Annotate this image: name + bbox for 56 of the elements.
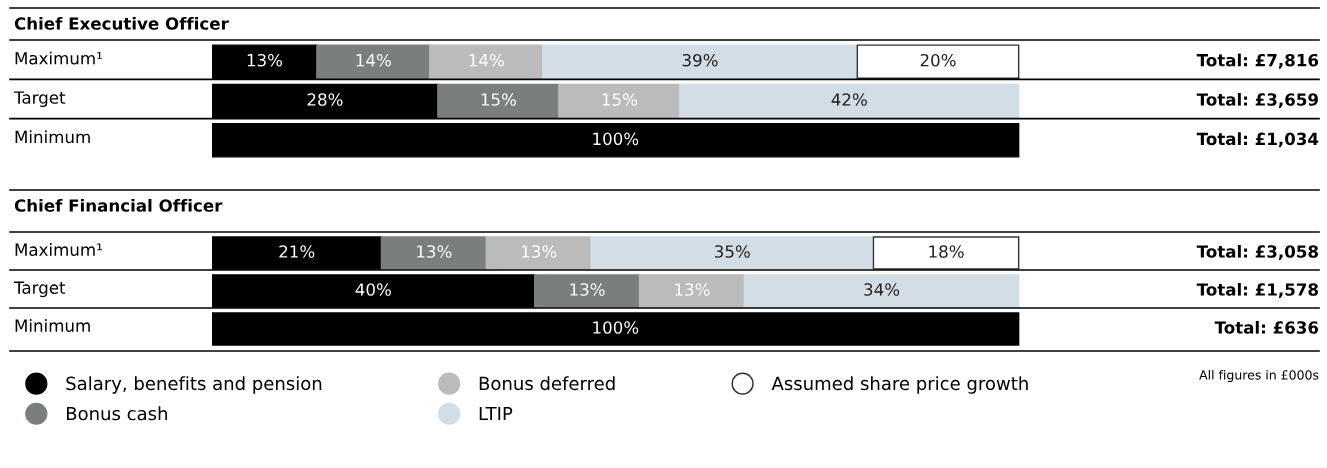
legend-label: Bonus cash — [66, 406, 167, 421]
y-tick-label: Target — [13, 91, 66, 108]
data-label: 13% — [247, 53, 283, 67]
bar — [542, 44, 859, 79]
text: Total: £3,058 — [1196, 244, 1318, 260]
data-label: 15% — [602, 93, 637, 106]
legend-label: Assumed share price growth — [771, 376, 1028, 394]
data-label: 13% — [417, 245, 452, 258]
text: Total: £1,034 — [1196, 132, 1319, 148]
bar — [485, 236, 592, 270]
data-label: 28% — [307, 93, 343, 106]
legend-label: Bonus deferred — [479, 376, 615, 391]
y-tick-label: Maximum¹ — [15, 243, 102, 256]
bar — [380, 236, 487, 270]
y-tick-label: Target — [13, 281, 66, 298]
bar — [856, 44, 1020, 79]
text: Total: £636 — [1214, 320, 1319, 334]
data-label: 14% — [469, 53, 504, 67]
chart-title: Chief Executive Officer — [14, 16, 229, 30]
bar — [743, 274, 1020, 308]
bar — [590, 236, 875, 270]
y-tick-label: Minimum — [15, 319, 90, 332]
bar — [429, 44, 544, 79]
data-label: 100% — [593, 132, 639, 146]
legend-label: Salary, benefits and pension — [66, 376, 322, 394]
text: Total: £7,816 — [1196, 53, 1319, 69]
data-label: 13% — [570, 283, 605, 296]
data-label: 100% — [593, 321, 639, 334]
legend-label: LTIP — [479, 406, 513, 421]
bar — [872, 236, 1020, 270]
data-label: 35% — [715, 245, 750, 258]
data-label: 42% — [831, 93, 867, 106]
data-label: 13% — [522, 245, 557, 258]
text: All figures in £000s — [1199, 369, 1319, 383]
y-tick-label: Maximum¹ — [15, 51, 102, 65]
data-label: 14% — [356, 53, 391, 67]
bar — [638, 274, 746, 308]
data-label: 40% — [355, 283, 391, 296]
bar — [316, 44, 431, 79]
text: Total: £1,578 — [1196, 282, 1318, 298]
data-label: 13% — [675, 283, 710, 296]
text: Total: £3,659 — [1196, 92, 1318, 108]
bar — [679, 83, 1020, 119]
bar — [533, 274, 641, 308]
bar — [437, 83, 560, 119]
data-label: 34% — [864, 283, 900, 296]
data-label: 20% — [920, 53, 956, 67]
y-tick-label: Minimum — [15, 130, 90, 144]
data-label: 21% — [279, 245, 315, 258]
chart-title: Chief Financial Officer — [14, 198, 223, 212]
bar — [212, 312, 1020, 346]
data-label: 39% — [682, 53, 718, 67]
data-label: 15% — [481, 93, 516, 106]
bar — [212, 123, 1020, 158]
bar — [558, 83, 681, 119]
data-label: 18% — [929, 245, 964, 258]
